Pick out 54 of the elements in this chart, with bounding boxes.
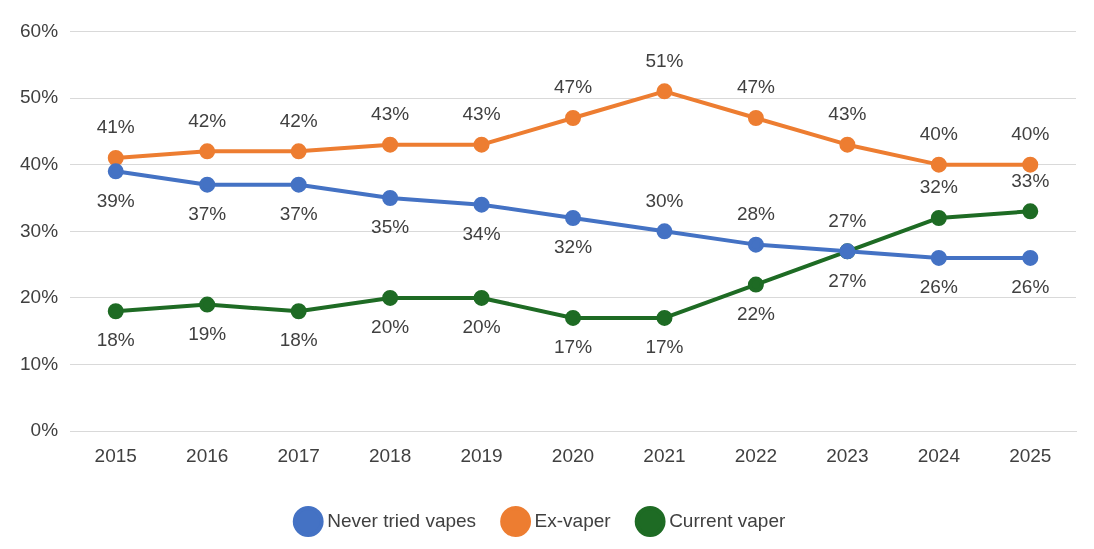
data-label: 40% xyxy=(1011,122,1050,144)
x-tick-label: 2024 xyxy=(917,444,961,466)
data-label: 34% xyxy=(462,222,501,244)
data-label: 20% xyxy=(462,316,501,338)
x-tick-label: 2019 xyxy=(460,444,503,466)
data-label: 17% xyxy=(554,336,593,358)
data-label: 26% xyxy=(919,276,958,298)
x-tick-label: 2018 xyxy=(368,444,412,466)
y-tick-label: 0% xyxy=(30,419,59,441)
x-tick-label: 2015 xyxy=(94,444,137,466)
data-label: 26% xyxy=(1011,276,1050,298)
data-label: 18% xyxy=(96,329,135,351)
x-tick-label: 2025 xyxy=(1009,444,1052,466)
data-label: 20% xyxy=(371,316,410,338)
data-label: 37% xyxy=(188,202,227,224)
data-label: 28% xyxy=(736,202,776,224)
data-label: 22% xyxy=(736,302,776,324)
data-label: 27% xyxy=(828,209,867,231)
x-tick-label: 2017 xyxy=(277,444,320,466)
x-tick-label: 2021 xyxy=(643,444,686,466)
data-label: 27% xyxy=(828,269,867,291)
data-label: 51% xyxy=(645,49,684,71)
y-tick-label: 50% xyxy=(20,86,59,108)
x-tick-label: 2022 xyxy=(734,444,778,466)
data-label: 33% xyxy=(1011,169,1050,191)
data-label: 32% xyxy=(554,236,593,258)
legend-label: Never tried vapes xyxy=(327,509,477,531)
y-tick-label: 10% xyxy=(20,352,59,374)
data-label: 37% xyxy=(279,202,318,224)
y-tick-label: 40% xyxy=(20,152,59,174)
data-label: 41% xyxy=(96,116,135,138)
data-label: 19% xyxy=(188,322,227,344)
data-label: 32% xyxy=(919,176,958,198)
y-tick-label: 30% xyxy=(20,219,59,241)
x-tick-label: 2023 xyxy=(826,444,869,466)
data-label: 43% xyxy=(828,102,867,124)
data-label: 17% xyxy=(645,336,684,358)
data-label: 30% xyxy=(645,189,684,211)
data-label: 18% xyxy=(279,329,318,351)
data-label: 43% xyxy=(371,102,410,124)
x-tick-label: 2020 xyxy=(551,444,595,466)
data-label: 42% xyxy=(188,109,227,131)
data-label: 39% xyxy=(96,189,135,211)
data-label: 47% xyxy=(736,76,776,98)
data-label: 42% xyxy=(279,109,318,131)
legend-label: Current vaper xyxy=(669,509,786,531)
y-tick-label: 60% xyxy=(20,19,59,41)
legend-label: Ex-vaper xyxy=(534,509,612,531)
y-tick-label: 20% xyxy=(20,286,59,308)
x-tick-label: 2016 xyxy=(186,444,229,466)
data-label: 47% xyxy=(554,76,593,98)
data-label: 43% xyxy=(462,102,501,124)
data-label: 35% xyxy=(371,216,410,238)
data-label: 40% xyxy=(919,122,958,144)
